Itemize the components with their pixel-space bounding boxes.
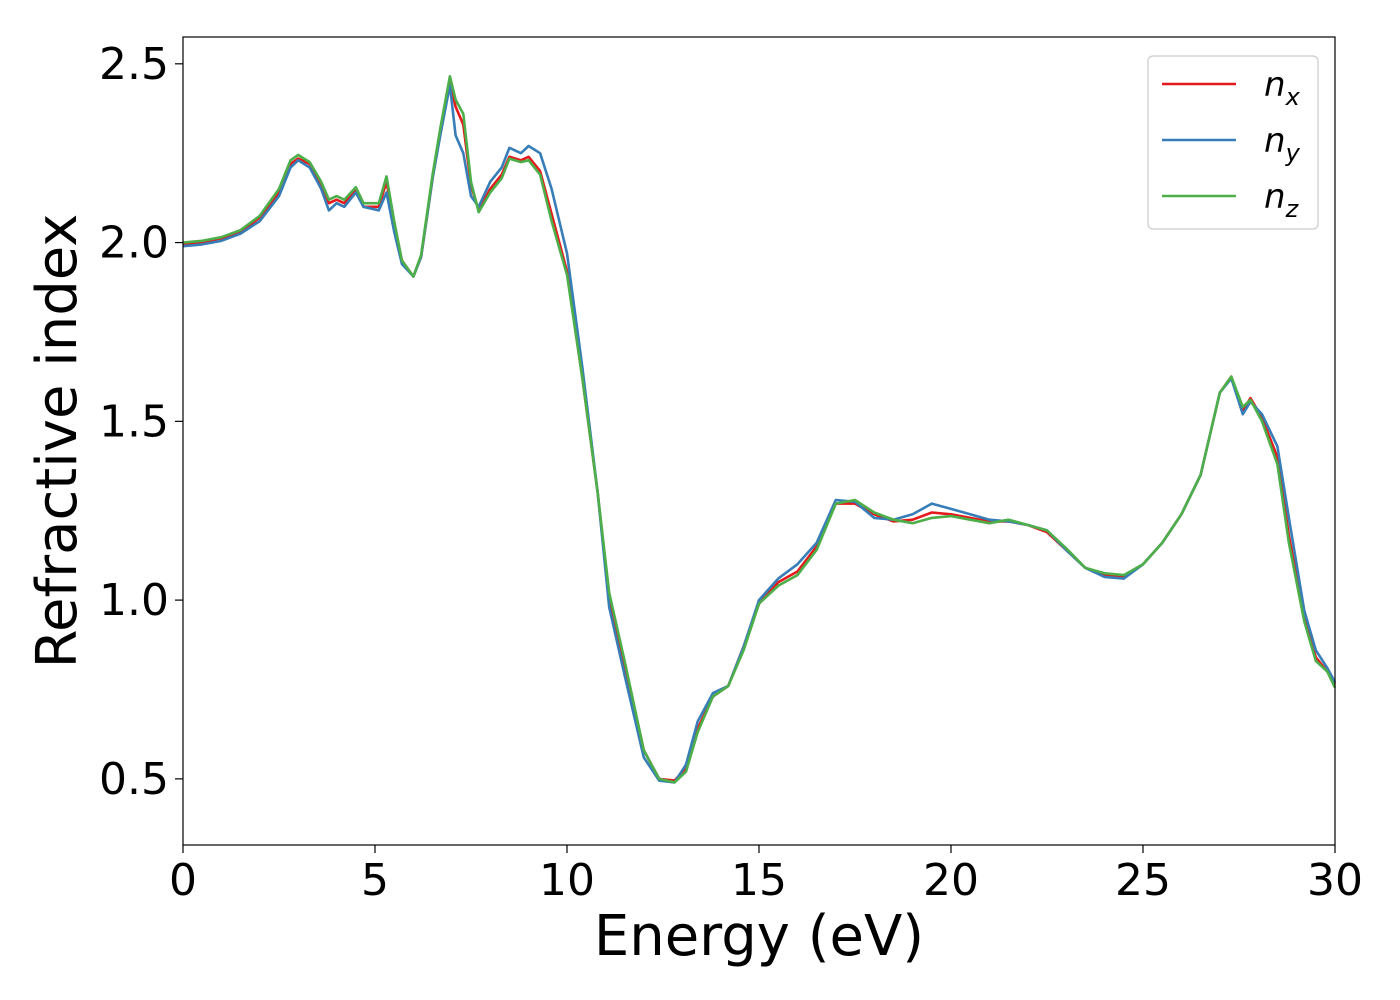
x-tick-label: 25 — [1115, 855, 1171, 906]
y-tick-label: 0.5 — [99, 754, 169, 805]
x-axis-label: Energy (eV) — [594, 904, 924, 969]
legend-label-nx: nx — [1264, 65, 1301, 111]
x-tick-label: 5 — [361, 855, 389, 906]
y-tick-label: 2.5 — [99, 39, 169, 90]
series-line-nz — [182, 75, 1337, 784]
plot-area — [183, 37, 1335, 845]
legend-frame — [1147, 55, 1319, 230]
y-tick-label: 2.0 — [99, 218, 169, 269]
x-tick-label: 15 — [731, 855, 787, 906]
legend-label-nz: nz — [1264, 177, 1300, 223]
y-tick-label: 1.5 — [99, 396, 169, 447]
x-tick-label: 30 — [1307, 855, 1363, 906]
series-layer — [182, 75, 1337, 784]
y-axis: 0.5 1.0 1.5 2.0 2.5 — [99, 39, 183, 805]
y-tick-label: 1.0 — [99, 575, 169, 626]
legend: nx ny nz — [1147, 55, 1319, 230]
y-axis-label: Refractive index — [25, 214, 90, 669]
x-tick-label: 10 — [539, 855, 595, 906]
x-axis: 0 5 10 15 20 25 30 — [169, 845, 1363, 906]
x-tick-label: 20 — [923, 855, 979, 906]
legend-label-ny: ny — [1264, 121, 1301, 167]
x-tick-label: 0 — [169, 855, 197, 906]
